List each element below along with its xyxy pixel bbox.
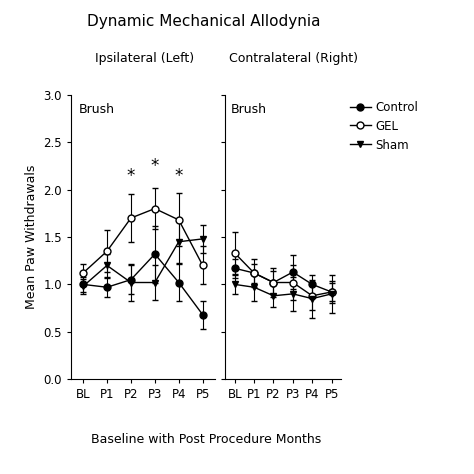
Legend: Control, GEL, Sham: Control, GEL, Sham [349,100,419,152]
Y-axis label: Mean Paw Withdrawals: Mean Paw Withdrawals [25,165,38,309]
Text: Dynamic Mechanical Allodynia: Dynamic Mechanical Allodynia [87,14,320,29]
Text: Baseline with Post Procedure Months: Baseline with Post Procedure Months [91,433,321,446]
Text: Ipsilateral (Left): Ipsilateral (Left) [95,52,194,65]
Text: *: * [151,157,159,175]
Text: *: * [127,167,135,185]
Text: Brush: Brush [231,103,267,116]
Text: Contralateral (Right): Contralateral (Right) [229,52,358,65]
Text: *: * [174,167,183,185]
Text: Brush: Brush [78,103,114,116]
